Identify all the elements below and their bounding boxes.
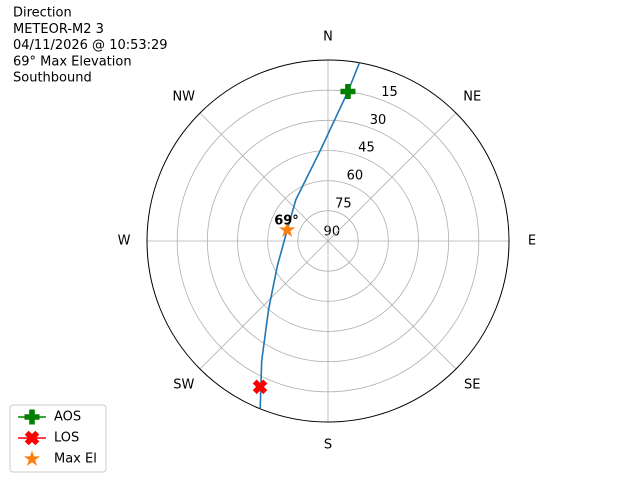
annotation: 69° xyxy=(274,214,299,229)
theta-tick-label: NW xyxy=(172,89,195,104)
title-line: 04/11/2026 @ 10:53:29 xyxy=(13,38,168,53)
theta-tick-label: NE xyxy=(463,89,481,104)
grid-spoke xyxy=(199,112,329,242)
legend-label: LOS xyxy=(54,431,79,446)
marker-star xyxy=(279,221,296,237)
legend: AOS LOS Max El xyxy=(9,404,107,473)
theta-tick-label: SW xyxy=(173,378,194,393)
r-tick-label: 60 xyxy=(347,169,364,184)
title-line: METEOR-M2 3 xyxy=(13,22,104,37)
r-tick-label: 45 xyxy=(358,141,375,156)
track-line xyxy=(259,62,361,409)
grid-spoke xyxy=(327,240,457,370)
grid-spoke xyxy=(327,112,457,242)
theta-tick-label: N xyxy=(323,30,333,45)
legend-label: AOS xyxy=(54,410,81,425)
legend-marker xyxy=(24,409,40,425)
marker-x xyxy=(252,379,268,395)
theta-tick-label: E xyxy=(528,234,536,249)
legend-marker xyxy=(24,430,40,446)
theta-tick-label: W xyxy=(118,234,131,249)
title-line: Direction xyxy=(13,6,72,21)
theta-tick-label: SE xyxy=(464,378,480,393)
polar-frame xyxy=(146,59,510,423)
theta-tick-label: S xyxy=(324,438,332,453)
legend-marker xyxy=(23,450,41,466)
title-line: Southbound xyxy=(13,71,92,86)
grid-spoke xyxy=(199,240,329,370)
r-tick-label: 75 xyxy=(335,196,352,211)
marker-plus xyxy=(340,83,356,99)
r-tick-label: 15 xyxy=(381,85,398,100)
r-tick-label: 30 xyxy=(370,113,387,128)
title-line: 69° Max Elevation xyxy=(13,54,132,69)
legend-label: Max El xyxy=(54,452,97,467)
